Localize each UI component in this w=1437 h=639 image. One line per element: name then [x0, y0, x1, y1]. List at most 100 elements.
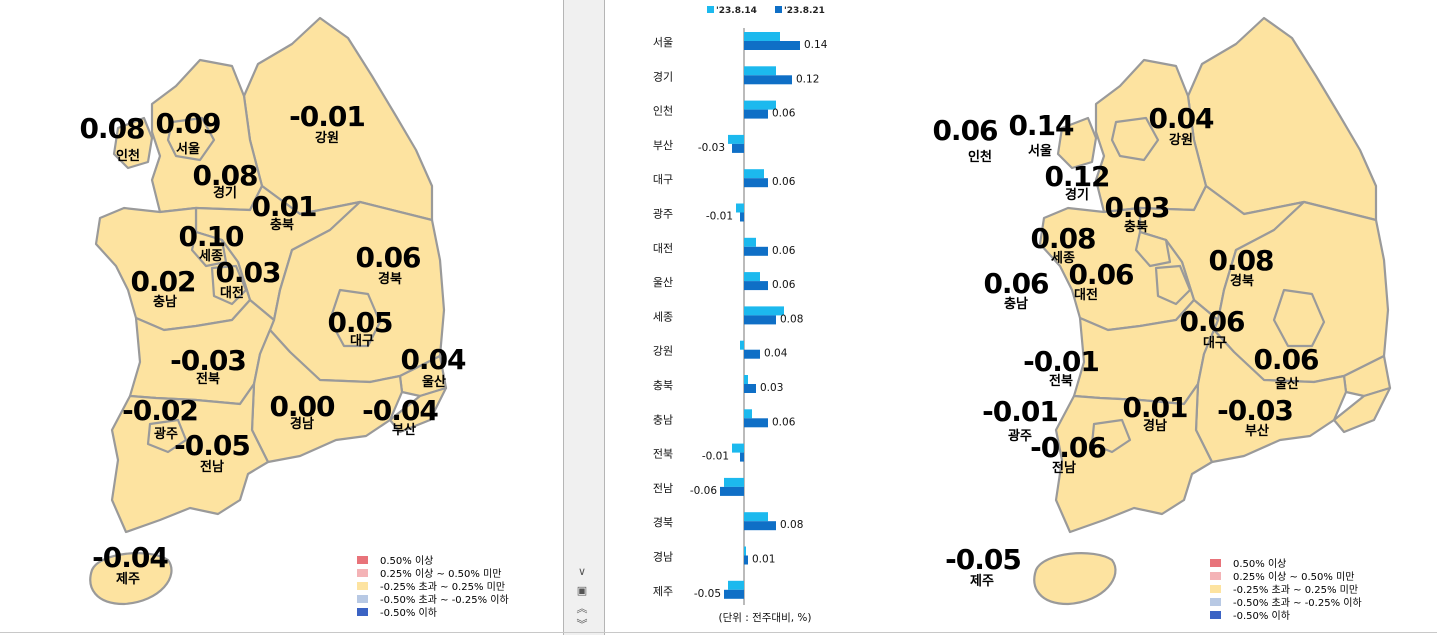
region-value: -0.04	[362, 394, 439, 427]
bar-prev-week	[744, 546, 746, 556]
bar-prev-week	[732, 443, 744, 453]
region-value: 0.08	[79, 112, 145, 145]
double-chevron-down-icon[interactable]: ︾	[576, 618, 588, 631]
category-label: 강원	[653, 345, 673, 358]
bar-value-label: -0.03	[698, 142, 725, 154]
region-value: -0.03	[170, 344, 247, 377]
region-value: 0.06	[355, 241, 421, 274]
legend-row: 0.25% 이상 ~ 0.50% 미만	[357, 566, 509, 580]
region-value: 0.08	[192, 159, 258, 192]
legend-swatch	[1210, 597, 1221, 606]
bar-prev-week	[740, 340, 744, 350]
bar-value-label: -0.01	[706, 211, 733, 223]
region-name: 경북	[1230, 274, 1254, 289]
region-value: -0.05	[945, 543, 1022, 576]
region-name: 대구	[1203, 336, 1227, 351]
map-region-seoul	[166, 116, 216, 162]
category-label: 충북	[653, 379, 673, 392]
category-label: 서울	[653, 36, 673, 49]
map-region-gangwon	[1186, 16, 1378, 222]
region-value: 0.08	[1030, 222, 1096, 255]
region-value: -0.03	[1217, 394, 1294, 427]
double-chevron-up-icon[interactable]: ︽	[576, 602, 588, 615]
bar-chart-panel: '23.8.14 '23.8.21 서울 0.14 경기 0.12 인천 0.06 부산 -0.0…	[605, 0, 845, 635]
legend-swatch	[357, 581, 368, 590]
region-value: 0.06	[983, 267, 1049, 300]
region-name: 경북	[378, 272, 402, 287]
bar-value-label: -0.01	[702, 451, 729, 463]
region-value: 0.03	[215, 256, 281, 289]
map-region-daegu	[1272, 288, 1326, 348]
map-region-sejong	[190, 230, 228, 268]
region-name: 인천	[116, 149, 140, 164]
map-region-daejeon	[1154, 264, 1192, 306]
region-name: 대전	[220, 286, 244, 301]
region-name: 충남	[1004, 297, 1028, 312]
split-view-icon[interactable]: ▣	[576, 584, 588, 597]
region-name: 경남	[1143, 419, 1167, 434]
map-region-busan	[1332, 386, 1392, 434]
scroll-splitter[interactable]: ∨ ▣ ︽ ︾	[563, 0, 605, 635]
series-legend-swatch	[775, 6, 782, 13]
chevron-down-icon[interactable]: ∨	[577, 565, 587, 578]
bar-prev-week	[744, 409, 752, 419]
region-name: 부산	[392, 423, 416, 438]
region-name: 충남	[153, 295, 177, 310]
category-label: 인천	[653, 104, 673, 118]
legend-swatch	[1210, 571, 1221, 580]
legend-swatch	[357, 594, 368, 603]
legend-label: 0.25% 이상 ~ 0.50% 미만	[380, 569, 502, 580]
region-name: 제주	[116, 572, 140, 587]
bar-value-label: 0.04	[764, 348, 788, 360]
bar-prev-week	[744, 272, 760, 282]
legend-swatch	[357, 607, 368, 616]
bar-this-week	[744, 246, 768, 256]
region-name: 강원	[315, 131, 339, 146]
bar-value-label: 0.03	[760, 382, 783, 394]
category-label: 세종	[653, 310, 673, 323]
map-region-busan	[388, 386, 448, 434]
region-name: 서울	[176, 142, 200, 157]
region-value: -0.01	[982, 395, 1059, 428]
region-name: 광주	[1008, 429, 1032, 444]
legend-label: 0.25% 이상 ~ 0.50% 미만	[1233, 572, 1355, 583]
map-region-incheon	[1056, 116, 1098, 170]
region-name: 전남	[1052, 461, 1076, 476]
region-value: -0.04	[92, 541, 169, 574]
series-legend-label: '23.8.14	[716, 6, 757, 16]
region-value: 0.10	[178, 220, 244, 253]
bar-value-label: -0.05	[694, 588, 721, 600]
bar-this-week	[744, 418, 768, 428]
bar-this-week	[744, 315, 776, 325]
map-region-daejeon	[210, 264, 248, 306]
right-map-panel: 0.06 인천 0.14 서울 0.12 경기 0.04 강원 0.03 충북 0.08 세종 0.06…	[850, 0, 1437, 635]
bar-value-label: 0.01	[752, 554, 775, 566]
region-name: 전북	[196, 372, 220, 387]
region-value: 0.08	[1208, 244, 1274, 277]
bar-value-label: 0.06	[772, 108, 796, 120]
category-label: 경북	[653, 516, 673, 529]
bottom-border	[0, 632, 1437, 633]
bar-this-week	[732, 143, 744, 153]
region-name: 전북	[1049, 374, 1073, 389]
legend-swatch	[1210, 610, 1221, 619]
region-value: 0.04	[1148, 102, 1214, 135]
map-region-gwangju	[1090, 418, 1132, 454]
region-value: -0.05	[174, 429, 251, 462]
bar-this-week	[720, 486, 744, 496]
bar-this-week	[724, 589, 744, 599]
region-value: 0.14	[1008, 109, 1074, 142]
bar-prev-week	[736, 203, 744, 213]
category-label: 충남	[653, 413, 673, 426]
region-name: 강원	[1169, 133, 1193, 148]
left-map-panel: 0.08 인천 0.09 서울 0.08 경기 -0.01 강원 0.01 충북 0.10 세종 0.0…	[0, 0, 563, 635]
legend-label: -0.25% 초과 ~ 0.25% 미만	[380, 582, 506, 593]
region-value: 0.09	[155, 107, 221, 140]
right-korea-map	[1033, 16, 1392, 606]
region-name: 울산	[1275, 377, 1299, 392]
bar-this-week	[744, 349, 760, 359]
map-region-jeju	[1033, 552, 1117, 606]
bar-prev-week	[728, 134, 744, 144]
bar-value-label: 0.12	[796, 73, 819, 85]
category-label: 경기	[653, 70, 673, 83]
